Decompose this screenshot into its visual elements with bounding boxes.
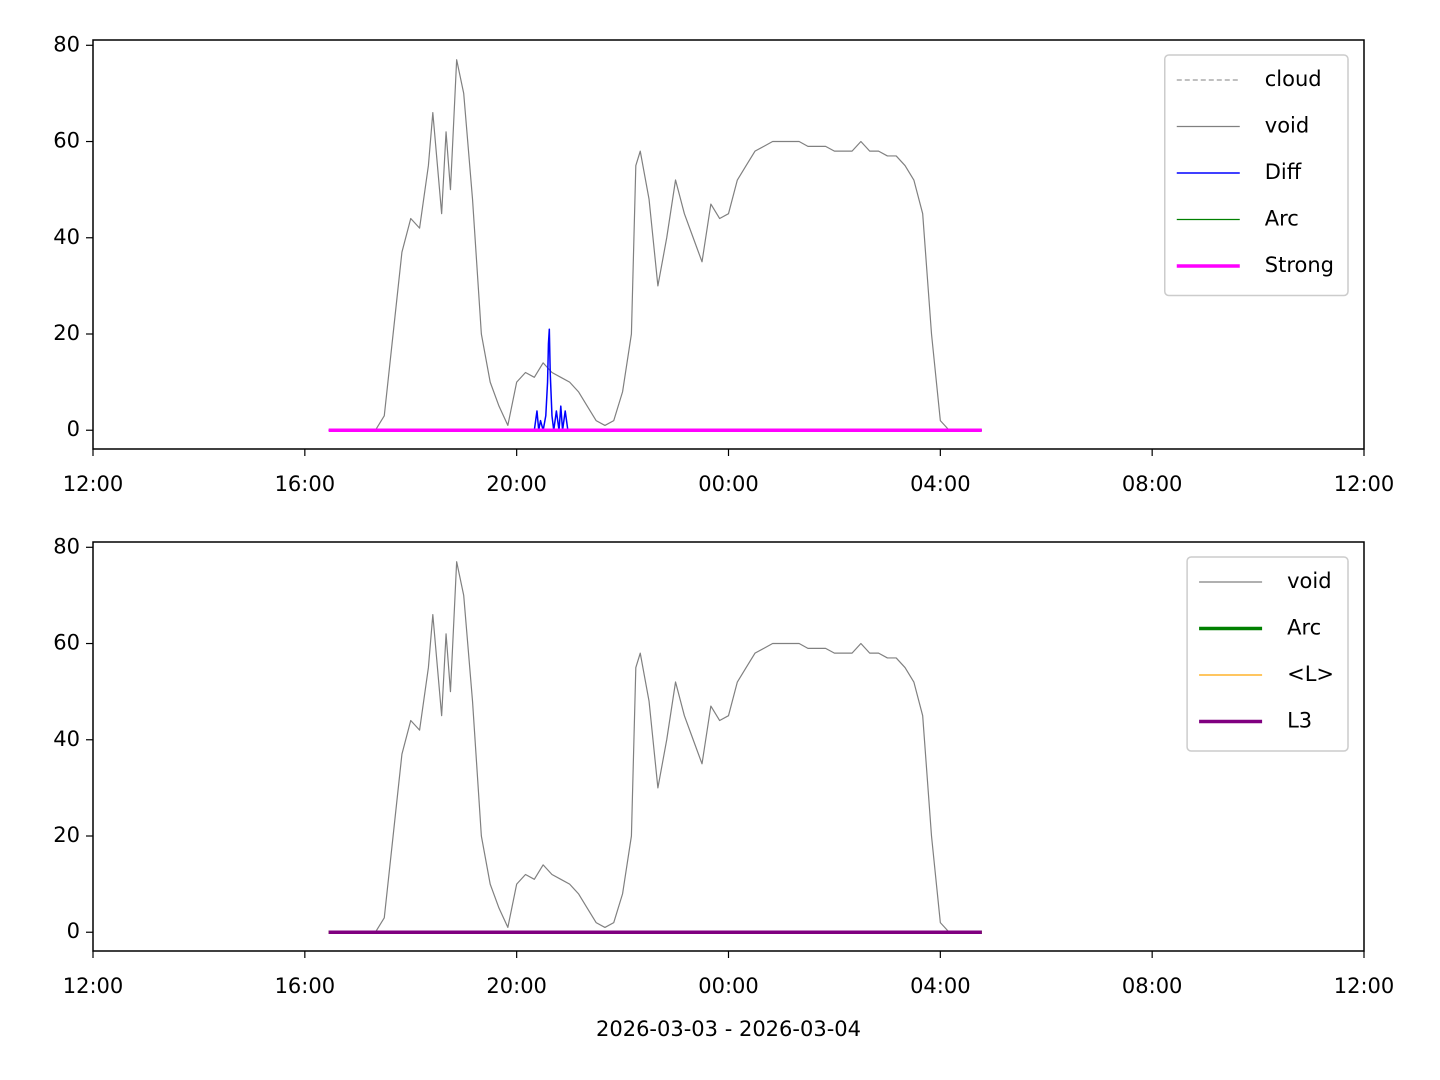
x-tick-label: 12:00 xyxy=(1334,974,1395,998)
legend-label: void xyxy=(1265,114,1309,138)
x-tick-label: 08:00 xyxy=(1122,472,1183,496)
legend: cloud void Diff Arc Strong xyxy=(1164,54,1349,297)
x-tick-label: 16:00 xyxy=(275,472,336,496)
plot-frame xyxy=(92,39,1365,450)
x-tick-label: 20:00 xyxy=(486,472,547,496)
legend-label: void xyxy=(1287,569,1331,593)
legend-label: Strong xyxy=(1265,253,1334,277)
axes: 12:00 16:00 20:00 00:00 04:00 08:00 12:00 0 20 40… xyxy=(53,32,1394,496)
y-tick-label: 80 xyxy=(53,32,80,56)
x-tick-label: 16:00 xyxy=(275,974,336,998)
y-tick-label: 60 xyxy=(53,631,80,655)
x-tick-label: 00:00 xyxy=(698,472,759,496)
legend-frame xyxy=(1186,556,1349,752)
x-tick-label: 04:00 xyxy=(910,974,971,998)
x-tick-label: 00:00 xyxy=(698,974,759,998)
plot-frame xyxy=(92,541,1365,952)
y-tick-label: 40 xyxy=(53,727,80,751)
x-tick-label: 12:00 xyxy=(63,974,124,998)
x-tick-label: 08:00 xyxy=(1122,974,1183,998)
legend-label: cloud xyxy=(1265,67,1322,91)
y-tick-label: 80 xyxy=(53,534,80,558)
axes: 12:00 16:00 20:00 00:00 04:00 08:00 12:00 0 20 40… xyxy=(53,534,1394,1041)
y-tick-label: 60 xyxy=(53,129,80,153)
legend-label: Diff xyxy=(1265,160,1302,184)
x-tick-label: 12:00 xyxy=(63,472,124,496)
series-line xyxy=(328,561,982,933)
y-tick-label: 20 xyxy=(53,823,80,847)
x-axis-label: 2026-03-03 - 2026-03-04 xyxy=(596,1017,861,1041)
y-tick-label: 40 xyxy=(53,225,80,249)
x-tick-label: 20:00 xyxy=(486,974,547,998)
y-tick-label: 0 xyxy=(67,919,80,943)
legend-label: L3 xyxy=(1287,709,1312,733)
series-line xyxy=(328,59,982,431)
legend-frame xyxy=(1164,54,1349,297)
y-tick-label: 0 xyxy=(67,417,80,441)
legend-label: Arc xyxy=(1265,207,1299,231)
x-tick-label: 12:00 xyxy=(1334,472,1395,496)
x-tick-label: 04:00 xyxy=(910,472,971,496)
legend-label: <L> xyxy=(1287,662,1334,686)
legend: void Arc <L> L3 xyxy=(1186,556,1349,752)
y-tick-label: 20 xyxy=(53,321,80,345)
legend-label: Arc xyxy=(1287,616,1321,640)
